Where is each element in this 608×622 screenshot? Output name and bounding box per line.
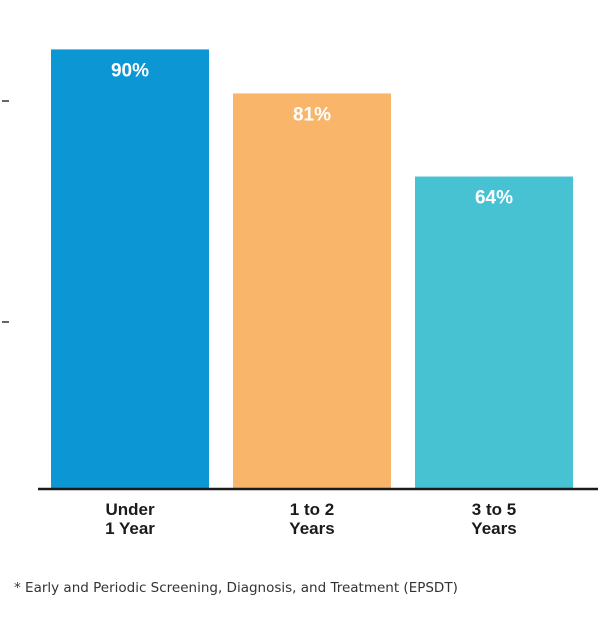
bar-1 xyxy=(51,49,209,490)
bars-group: 90% 81% 64% xyxy=(51,49,573,490)
bar-2 xyxy=(233,93,391,489)
category-label-3-line-1: 3 to 5 xyxy=(472,500,516,519)
category-label-2-line-1: 1 to 2 xyxy=(290,500,334,519)
bar-value-label-1: 90% xyxy=(111,60,149,81)
bar-value-label-2: 81% xyxy=(293,104,331,125)
category-label-3-line-2: Years xyxy=(471,519,516,538)
footnote: * Early and Periodic Screening, Diagnosi… xyxy=(14,580,458,596)
category-label-1-line-1: Under xyxy=(105,500,155,519)
bar-value-label-3: 64% xyxy=(475,188,513,209)
bar-3 xyxy=(415,176,573,490)
category-label-1-line-2: 1 Year xyxy=(105,519,155,538)
category-label-2-line-2: Years xyxy=(289,519,334,538)
